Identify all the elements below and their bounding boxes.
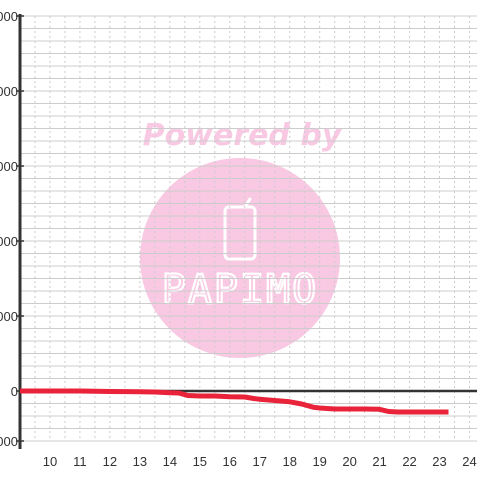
y-tick-label: -20,000 [0,434,18,449]
x-tick-label: 20 [342,454,356,469]
x-tick-label: 11 [73,454,87,469]
y-tick-label: 150,000 [0,9,18,24]
y-tick-label: 30,000 [0,309,18,324]
grid [20,15,477,442]
series-line [20,388,449,415]
series-layer [20,388,449,415]
y-tick-label: 120,000 [0,84,18,99]
watermark-powered-by: Powered by [143,118,343,153]
x-tick-label: 12 [103,454,117,469]
y-tick-label: 90,000 [0,159,18,174]
x-tick-label: 19 [312,454,326,469]
x-tick-label: 10 [43,454,57,469]
papimo-watermark: Powered by PAPIMO [140,118,343,358]
watermark-brand: PAPIMO [162,267,319,313]
x-tick-label: 17 [253,454,267,469]
x-tick-label: 13 [133,454,147,469]
x-tick-label: 23 [432,454,446,469]
x-tick-labels: 10 11 12 13 14 15 16 17 18 19 20 21 22 23 24 [43,454,477,469]
y-tick-labels: 150,000 120,000 90,000 60,000 30,000 0 -20,000 [0,9,18,449]
x-tick-label: 18 [282,454,296,469]
x-tick-label: 21 [372,454,386,469]
y-tick-label: 0 [11,384,18,399]
y-tick-label: 60,000 [0,234,18,249]
x-tick-label: 22 [402,454,416,469]
x-tick-label: 24 [462,454,476,469]
x-tick-label: 14 [163,454,177,469]
axes [16,14,477,449]
x-tick-label: 15 [193,454,207,469]
x-tick-label: 16 [223,454,237,469]
